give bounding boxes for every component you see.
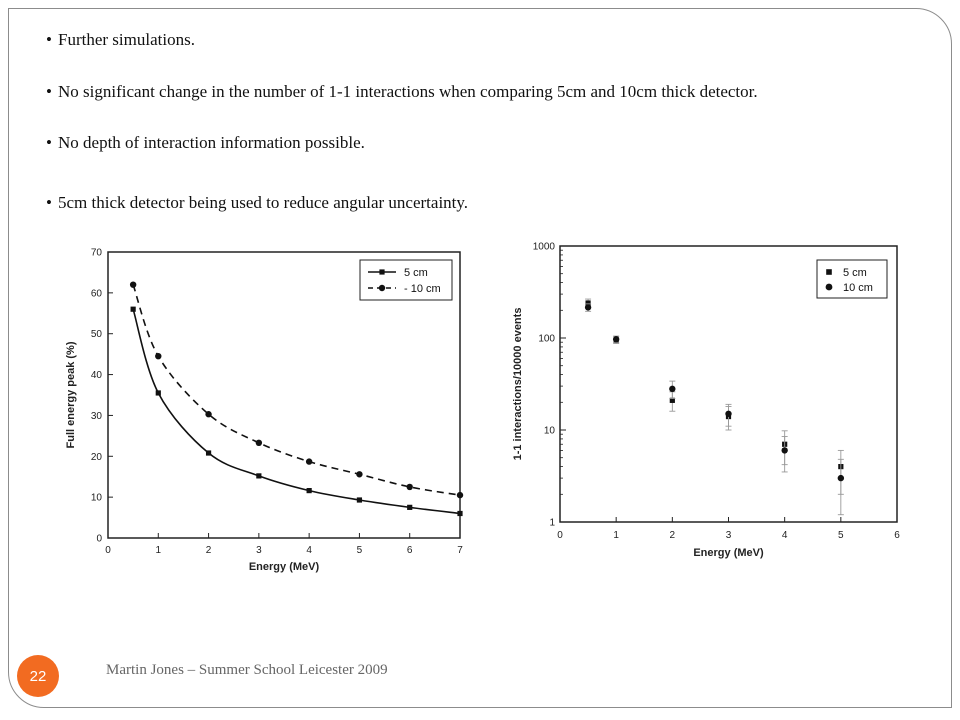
legend-label-2: - 10 cm	[404, 283, 441, 295]
data-point-2	[456, 491, 464, 499]
bullet-3-text: No depth of interaction information poss…	[58, 133, 365, 152]
x-tick-label: 3	[256, 545, 262, 556]
x-tick-label: 0	[105, 545, 111, 556]
bullet-glyph: •	[46, 82, 52, 101]
data-point-2	[356, 471, 363, 478]
legend-label-1: 5 cm	[404, 267, 428, 279]
data-point-2	[781, 447, 788, 454]
bullet-glyph: •	[46, 30, 52, 49]
data-point-2	[612, 336, 620, 343]
data-point-1	[669, 397, 675, 403]
x-tick-label: 7	[457, 545, 463, 556]
data-point-2	[205, 411, 212, 418]
x-tick-label: 4	[306, 545, 312, 556]
bullet-glyph: •	[46, 133, 52, 152]
legend-box	[816, 259, 888, 299]
x-tick-label: 2	[206, 545, 212, 556]
slide-frame	[8, 8, 952, 708]
x-tick-label: 2	[670, 530, 676, 541]
y-tick-label: 1000	[533, 242, 556, 253]
series-line-2	[132, 284, 461, 496]
data-point-2	[255, 439, 263, 447]
x-tick-label: 0	[557, 530, 563, 541]
y-tick-label: 40	[91, 370, 103, 381]
data-point-1	[306, 488, 312, 494]
bullet-2: • No significant change in the number of …	[46, 82, 758, 102]
x-tick-label: 5	[357, 545, 363, 556]
x-tick-label: 1	[613, 530, 619, 541]
legend-label-1: 5 cm	[843, 267, 867, 279]
legend-marker-2	[825, 283, 833, 291]
data-point-1	[356, 497, 363, 503]
y-tick-label: 20	[91, 452, 103, 463]
x-tick-label: 3	[726, 530, 732, 541]
bullet-1-text: Further simulations.	[58, 30, 195, 49]
bullet-glyph: •	[46, 193, 52, 212]
y-tick-label: 1	[549, 518, 555, 529]
data-point-2	[837, 474, 845, 482]
legend-marker-1	[826, 269, 832, 275]
bullet-1: • Further simulations.	[46, 30, 195, 50]
series-line-1	[132, 308, 461, 515]
data-point-1	[130, 306, 136, 312]
data-point-2	[584, 304, 592, 311]
x-axis-label: Energy (MeV)	[249, 561, 320, 573]
legend-label-2: 10 cm	[843, 282, 873, 294]
bullet-3: • No depth of interaction information pos…	[46, 133, 365, 153]
x-axis-label: Energy (MeV)	[693, 547, 764, 559]
data-point-2	[669, 385, 676, 393]
y-tick-label: 30	[91, 411, 103, 422]
data-point-1	[205, 450, 212, 456]
page-number-badge: 22	[17, 655, 59, 697]
x-tick-label: 5	[838, 530, 844, 541]
bullet-4: • 5cm thick detector being used to reduce…	[46, 193, 468, 213]
data-point-2	[129, 281, 137, 288]
y-tick-label: 50	[91, 329, 103, 340]
legend-marker-2	[378, 284, 386, 292]
plot-frame	[107, 251, 461, 539]
data-point-2	[305, 458, 313, 465]
x-tick-label: 6	[894, 530, 900, 541]
data-point-2	[155, 352, 162, 360]
y-tick-label: 10	[91, 493, 103, 504]
bullet-4-text: 5cm thick detector being used to reduce …	[58, 193, 469, 212]
y-tick-label: 100	[538, 334, 555, 345]
y-tick-label: 60	[91, 288, 103, 299]
data-point-2	[725, 410, 732, 417]
x-tick-label: 4	[782, 530, 788, 541]
y-tick-label: 10	[544, 426, 556, 437]
data-point-1	[585, 300, 591, 306]
legend-marker-1	[379, 269, 385, 275]
footer-text: Martin Jones – Summer School Leicester 2…	[106, 662, 388, 678]
data-point-1	[407, 504, 413, 510]
y-axis-label: Full energy peak (%)	[65, 341, 77, 448]
y-tick-label: 0	[96, 534, 102, 545]
data-point-1	[155, 390, 161, 396]
x-tick-label: 1	[156, 545, 162, 556]
legend-box	[359, 259, 453, 301]
y-axis-label: 1-1 interactions/10000 events	[512, 308, 524, 461]
bullet-2-text: No significant change in the number of 1…	[58, 82, 758, 101]
data-point-1	[256, 473, 262, 479]
data-point-1	[457, 510, 463, 517]
y-tick-label: 70	[91, 248, 103, 259]
data-point-2	[406, 483, 413, 491]
x-tick-label: 6	[407, 545, 413, 556]
